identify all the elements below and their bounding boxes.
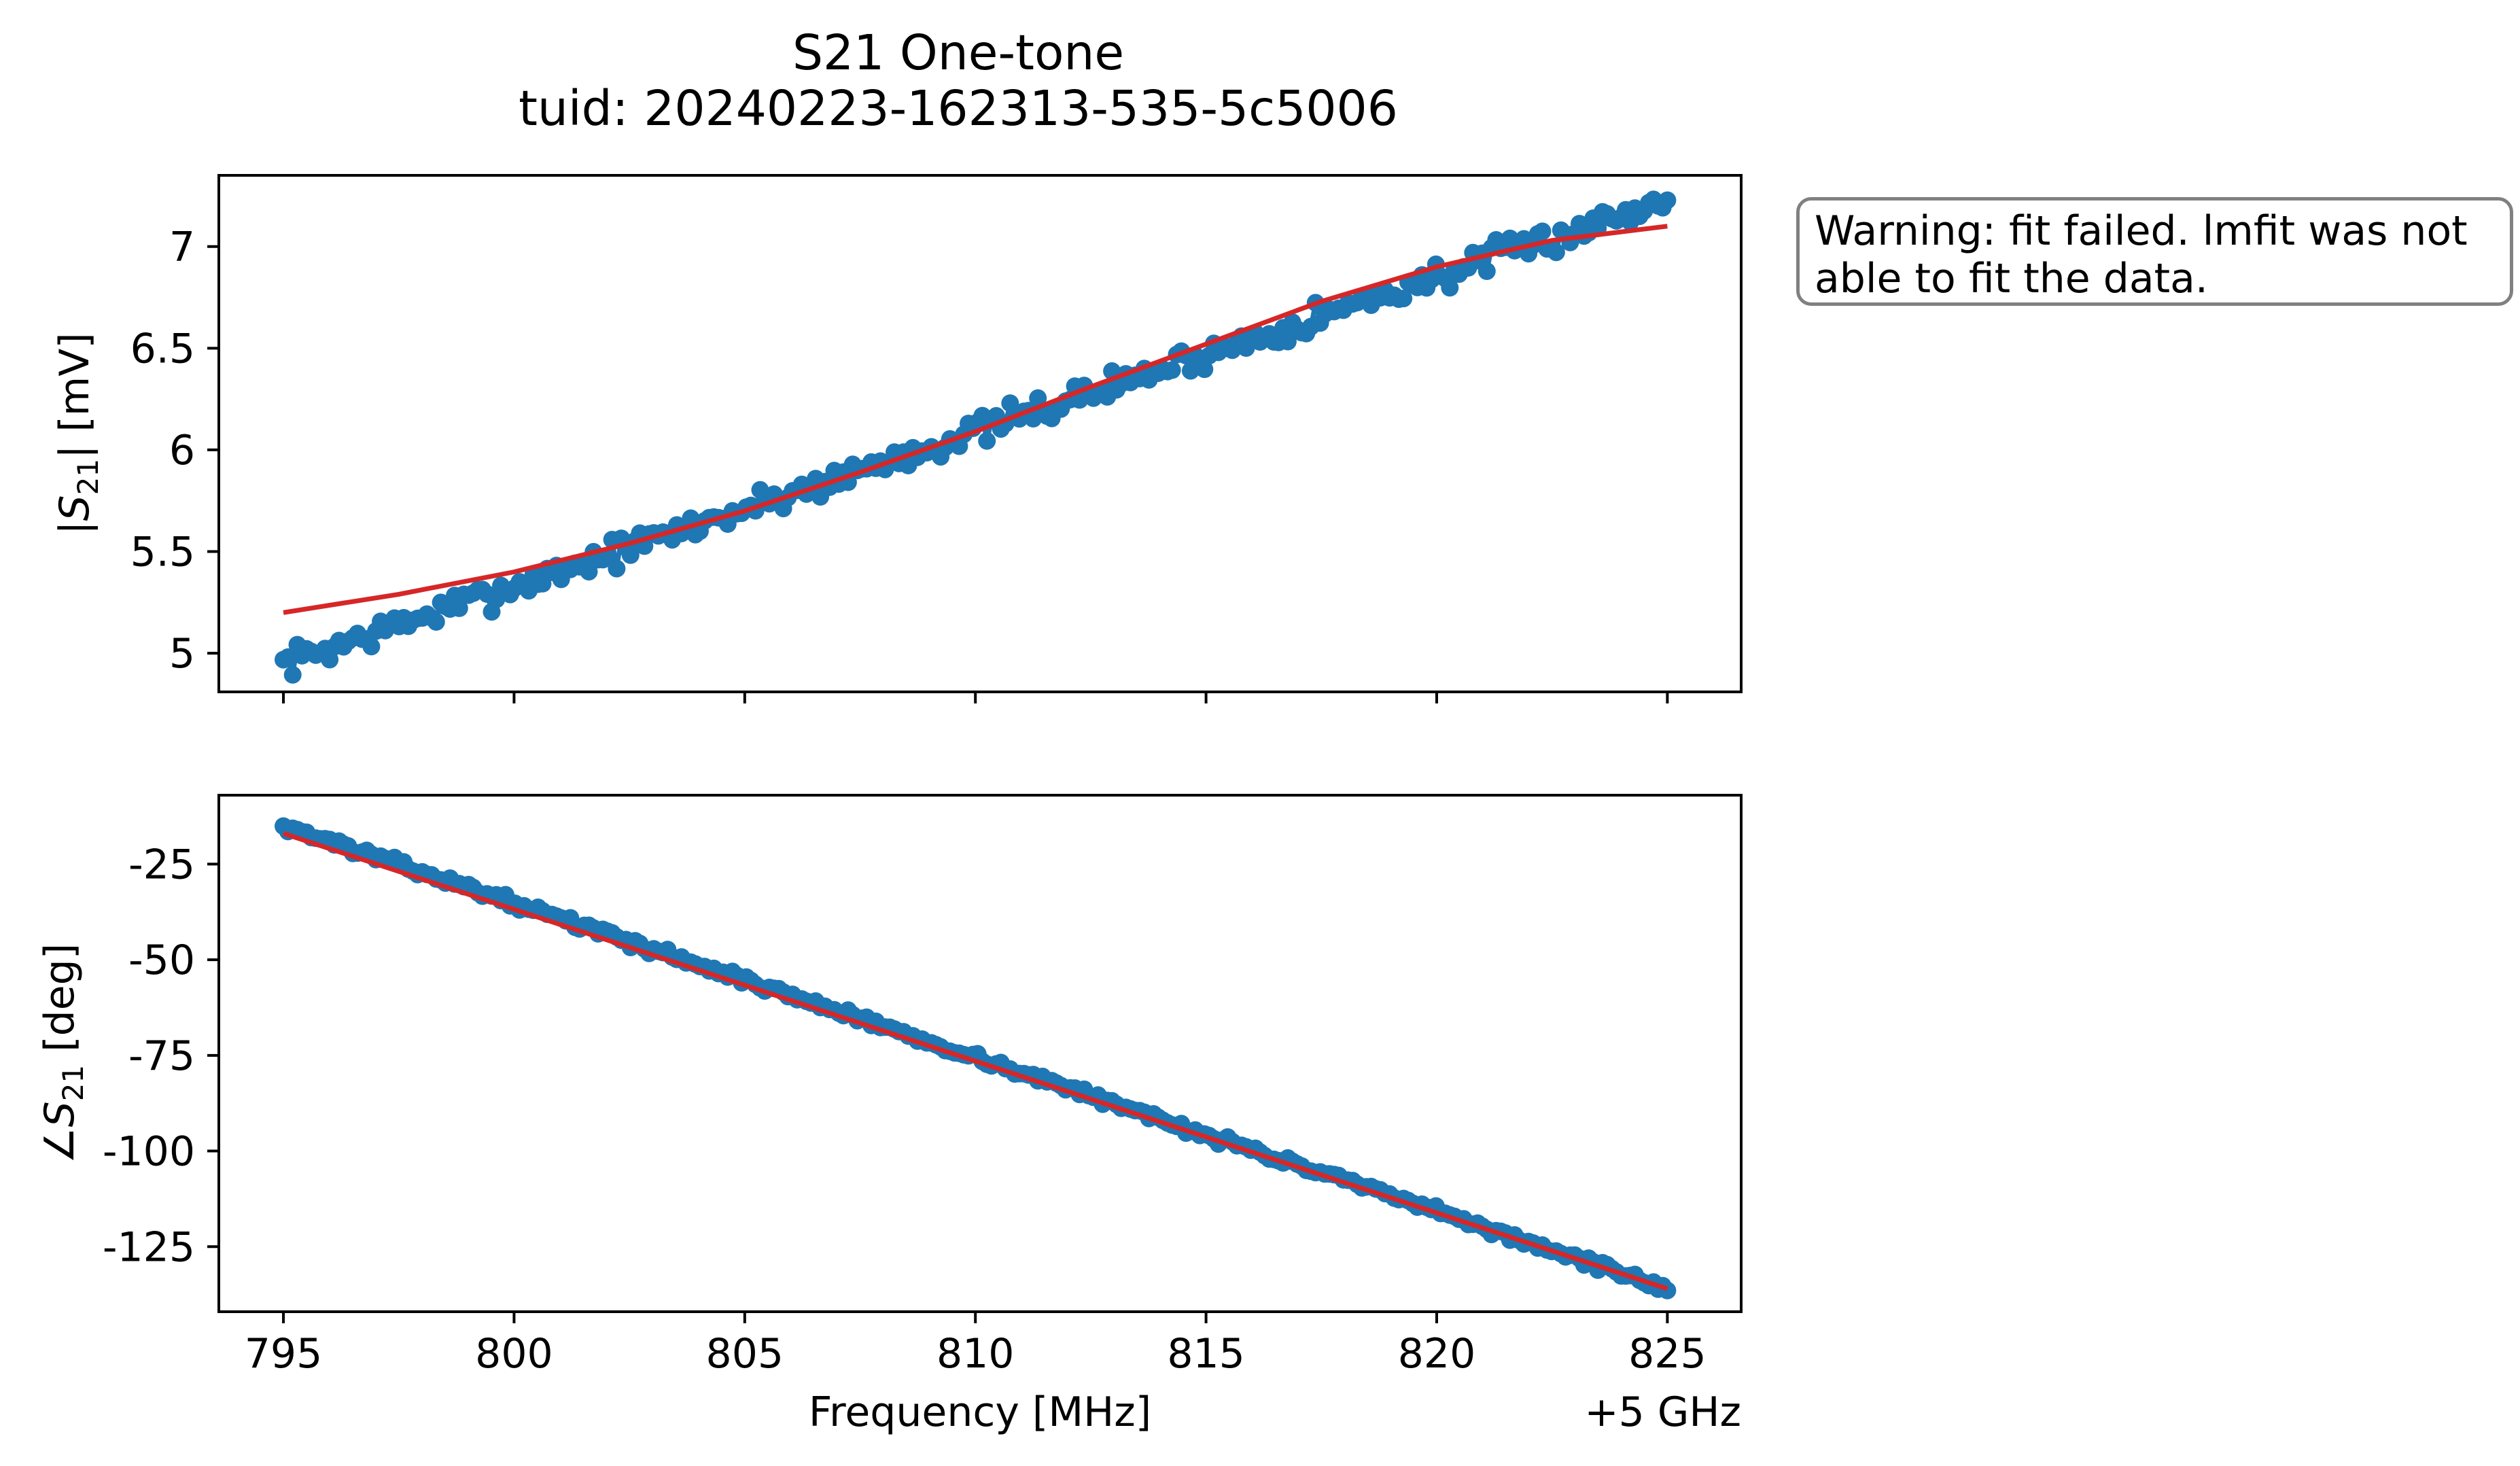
chart-subtitle: tuid: 20240223-162313-535-5c5006 (519, 80, 1398, 137)
magnitude-data-point (1441, 279, 1459, 297)
x-tick-label: 800 (475, 1330, 553, 1378)
axes-frame (217, 174, 1743, 693)
y-tick-label: 7 (169, 224, 195, 271)
magnitude-data-point (621, 546, 640, 564)
x-tick-label: 810 (937, 1330, 1015, 1378)
y-tick-label: 6.5 (130, 325, 195, 372)
x-tick-label: 795 (245, 1330, 323, 1378)
magnitude-panel: 5 5.5 6 6.5 7 |S21| [mV] (51, 174, 1743, 703)
magnitude-data-point (1163, 361, 1181, 379)
magnitude-data-point (1195, 360, 1214, 379)
x-offset-label: +5 GHz (1584, 1389, 1741, 1436)
magnitude-data-point (279, 648, 297, 666)
fit-warning-box: Warning: fit failed. lmfit was not able … (1796, 197, 2513, 306)
y-tick-label: 5.5 (130, 529, 195, 576)
magnitude-data-point (283, 665, 302, 684)
magnitude-data-point (1477, 262, 1496, 280)
magnitude-data-point (1658, 191, 1677, 209)
magnitude-data-point (608, 559, 626, 578)
magnitude-data-point (580, 563, 598, 581)
x-tick-label: 820 (1398, 1330, 1476, 1378)
magnitude-data-point (362, 638, 381, 656)
chart-title: S21 One-tone (792, 24, 1125, 81)
x-axis-label: Frequency [MHz] (809, 1389, 1151, 1436)
x-tick-label: 805 (706, 1330, 784, 1378)
y-tick-label: -75 (128, 1032, 195, 1080)
y-axis-label: |S21| [mV] (51, 332, 105, 534)
phase-panel: 795 800 805 810 815 820 825 -25 -50 -75 -100 -125 ∠S… (36, 794, 1743, 1436)
y-tick-label: 5 (169, 630, 195, 678)
magnitude-data-point (1278, 332, 1297, 351)
magnitude-fit-line (283, 224, 1668, 615)
axes-frame (217, 794, 1743, 1313)
magnitude-data-point (450, 599, 468, 617)
magnitude-data-point (427, 613, 445, 631)
y-tick-label: -50 (128, 937, 195, 984)
y-tick-label: -125 (103, 1223, 195, 1271)
magnitude-data-point (1533, 222, 1552, 241)
warning-text-line-1: Warning: fit failed. lmfit was not (1815, 207, 2468, 255)
magnitude-data-point (1395, 290, 1413, 308)
x-tick-label: 825 (1628, 1330, 1707, 1378)
warning-text-line-2: able to fit the data. (1815, 255, 2208, 302)
x-tick-label: 815 (1167, 1330, 1245, 1378)
magnitude-data-point (1547, 243, 1565, 262)
magnitude-data-point (978, 432, 996, 450)
y-tick-label: -25 (128, 841, 195, 888)
phase-fit-line (282, 831, 1668, 1291)
y-axis-label: ∠S21 [deg] (36, 943, 90, 1164)
y-tick-label: 6 (169, 427, 195, 474)
y-tick-label: -100 (103, 1128, 195, 1176)
